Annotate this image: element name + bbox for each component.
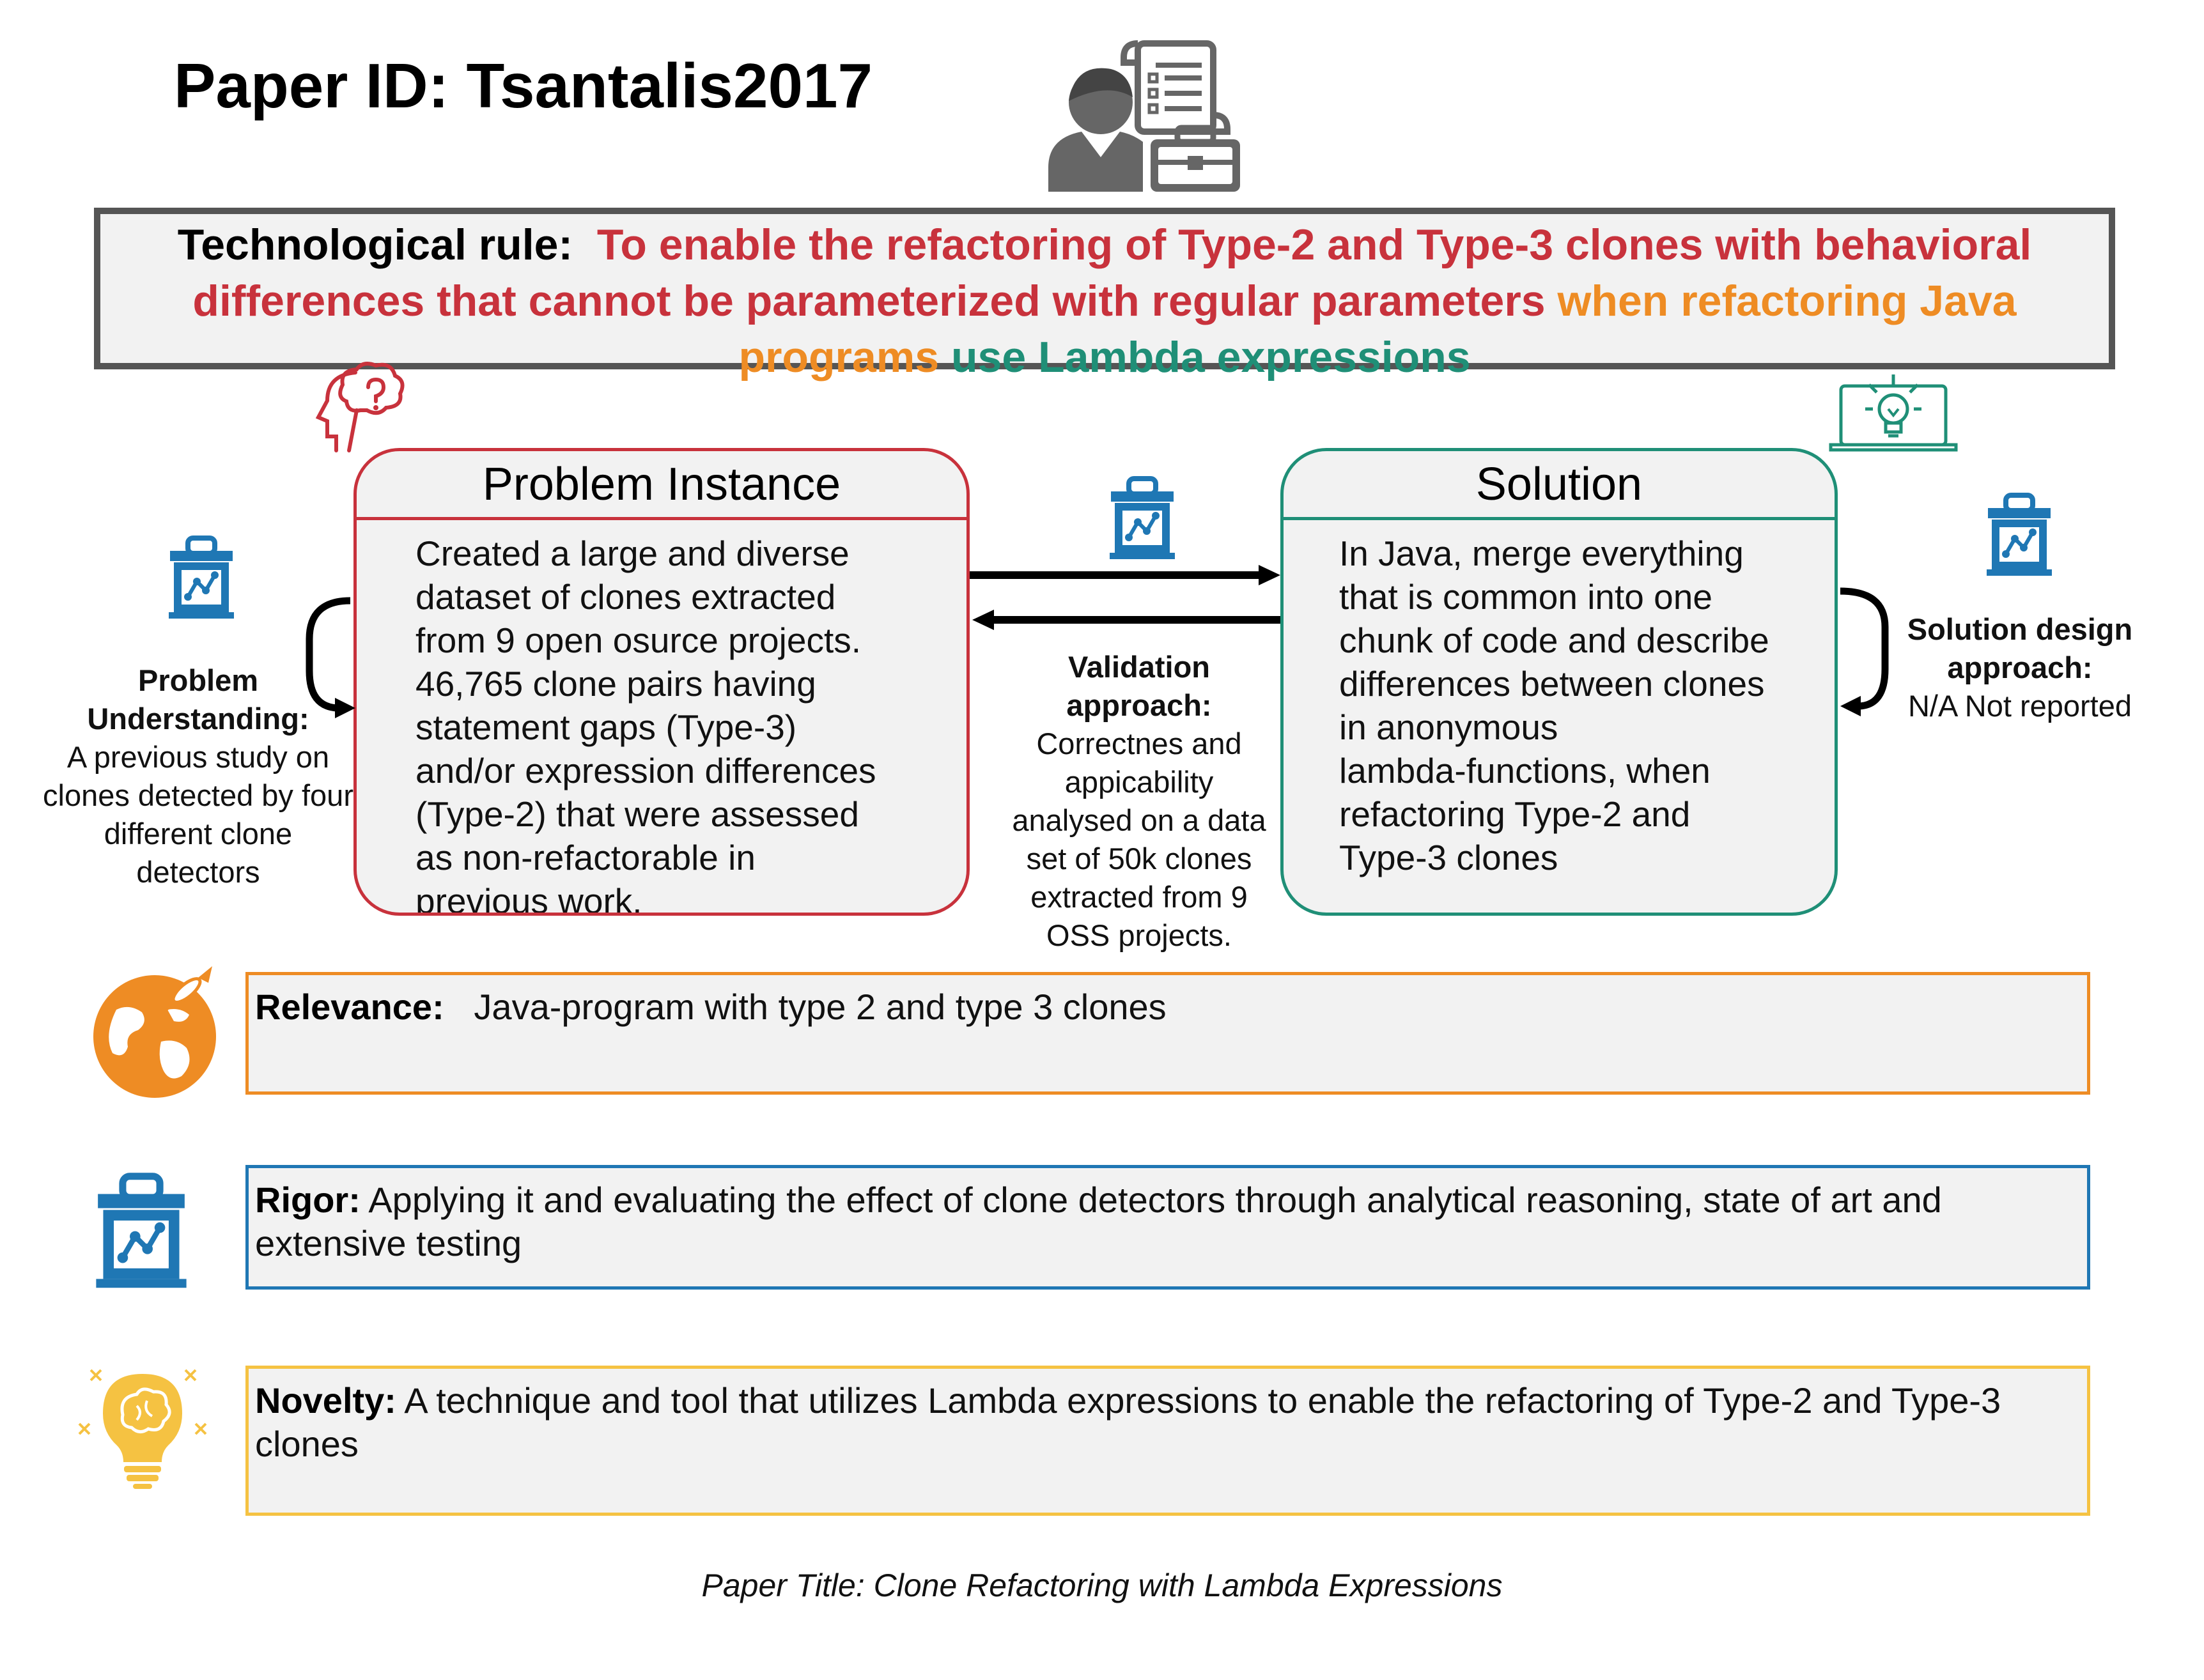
researcher-with-documents-icon (1048, 40, 1240, 192)
solution-line: refactoring Type-2 and (1339, 794, 1691, 834)
problem-understanding-label: Understanding: (87, 702, 309, 736)
problem-instance-line: Created a large and diverse (415, 534, 850, 573)
problem-understanding-line: clones detected by four (43, 778, 353, 812)
solution-design-approach: Solution design approach: N/A Not report… (1879, 610, 2161, 725)
solution-line: In Java, merge everything (1339, 534, 1744, 573)
solution-design-label: approach: (1947, 651, 2093, 684)
validation-approach-line: analysed on a data (1012, 803, 1266, 837)
validation-approach-line: Correctnes and (1036, 727, 1242, 760)
solution-line: differences between clones (1339, 664, 1765, 704)
chart-toolbox-icon (169, 536, 234, 619)
solution-text: In Java, merge everything that is common… (1284, 520, 1835, 879)
loop-arrow-left (306, 597, 355, 718)
problem-understanding-label: Problem (137, 663, 259, 697)
globe-rocket-icon (93, 966, 216, 1098)
problem-instance-card: Problem Instance Created a large and div… (353, 448, 970, 916)
problem-instance-line: statement gaps (Type-3) (415, 707, 797, 747)
problem-instance-text: Created a large and diverse dataset of c… (357, 520, 966, 916)
problem-understanding-line: A previous study on (66, 740, 330, 774)
validation-approach: Validation approach: Correctnes and appi… (979, 648, 1299, 955)
validation-approach-line: OSS projects. (1046, 918, 1232, 952)
problem-understanding-line: different clone (104, 817, 293, 851)
chart-toolbox-icon (1987, 493, 2052, 576)
arrow-problem-to-solution (970, 565, 1280, 585)
technological-rule-goal: To enable the refactoring of Type-2 and … (192, 220, 2032, 325)
technological-rule-context: when refactoring Java programs (738, 277, 2017, 381)
relevance-box: Relevance: Java-program with type 2 and … (245, 972, 2090, 1095)
relevance-label: Relevance: (255, 987, 444, 1027)
validation-approach-label: approach: (1066, 688, 1212, 722)
solution-line: that is common into one (1339, 577, 1712, 617)
solution-line: Type-3 clones (1339, 838, 1558, 877)
thinking-head-icon (315, 362, 405, 452)
novelty-label: Novelty: (255, 1380, 396, 1421)
chart-toolbox-icon (1110, 476, 1175, 559)
solution-card: Solution In Java, merge everything that … (1280, 448, 1838, 916)
page-title: Paper ID: Tsantalis2017 (174, 50, 873, 121)
problem-instance-line: previous work. (415, 881, 642, 916)
problem-understanding-line: detectors (136, 855, 260, 889)
problem-instance-line: (Type-2) that were assessed (415, 794, 859, 834)
problem-instance-line: as non-refactorable in (415, 838, 756, 877)
problem-instance-line: dataset of clones extracted (415, 577, 836, 617)
solution-line: chunk of code and describe (1339, 620, 1769, 660)
technological-rule-box: Technological rule: To enable the refact… (94, 208, 2115, 381)
validation-approach-line: extracted from 9 (1030, 880, 1248, 914)
solution-line: lambda-functions, when (1339, 751, 1711, 790)
solution-design-label: Solution design (1907, 612, 2133, 646)
technological-rule-intervention: use Lambda expressions (951, 333, 1471, 381)
novelty-text: A technique and tool that utilizes Lambd… (255, 1380, 2001, 1464)
relevance-text: Java-program with type 2 and type 3 clon… (474, 987, 1167, 1027)
paper-title: Paper Title: Clone Refactoring with Lamb… (701, 1568, 1503, 1603)
brain-lightbulb-icon (78, 1369, 207, 1489)
validation-approach-line: appicability (1064, 765, 1214, 799)
solution-line: in anonymous (1339, 707, 1558, 747)
rigor-label: Rigor: (255, 1180, 361, 1220)
chart-toolbox-icon (96, 1173, 187, 1288)
technological-rule-label: Technological rule: (177, 220, 573, 269)
problem-instance-line: and/or expression differences (415, 751, 876, 790)
problem-instance-line: from 9 open osurce projects. (415, 620, 862, 660)
validation-approach-line: set of 50k clones (1026, 842, 1252, 875)
solution-design-text: N/A Not reported (1907, 689, 2132, 723)
problem-instance-title: Problem Instance (357, 451, 966, 520)
problem-instance-line: 46,765 clone pairs having (415, 664, 816, 704)
problem-understanding: Problem Understanding: A previous study … (26, 661, 371, 891)
arrow-solution-to-problem (972, 610, 1280, 630)
laptop-lightbulb-icon (1829, 374, 1958, 452)
rigor-box: Rigor: Applying it and evaluating the ef… (245, 1165, 2090, 1290)
solution-title: Solution (1284, 451, 1835, 520)
validation-approach-label: Validation (1068, 650, 1210, 684)
loop-arrow-right (1840, 587, 1889, 716)
novelty-box: Novelty: A technique and tool that utili… (245, 1366, 2090, 1516)
rigor-text: Applying it and evaluating the effect of… (255, 1180, 1942, 1263)
